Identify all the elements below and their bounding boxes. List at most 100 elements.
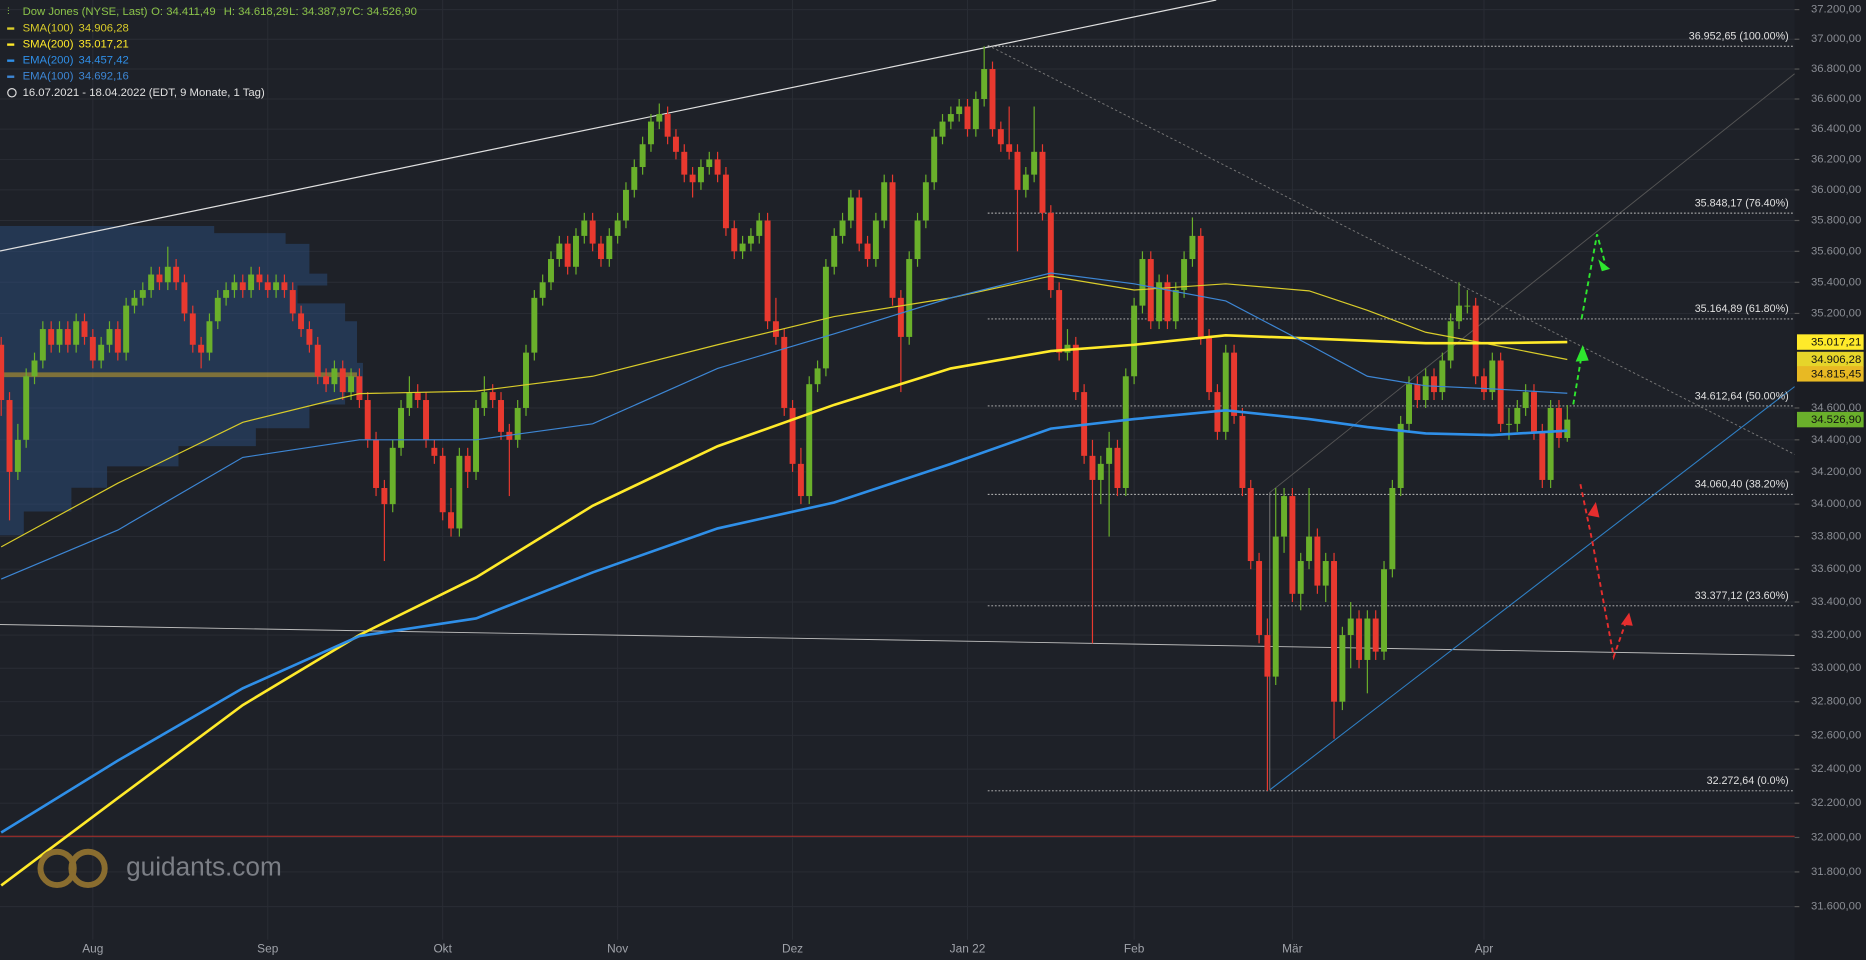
- candle-body: [764, 220, 771, 322]
- legend-value: 34.906,28: [79, 23, 129, 35]
- candle-body: [39, 329, 46, 361]
- candle-body: [431, 447, 438, 456]
- y-tick-label: 31.600,00: [1811, 901, 1861, 913]
- candle-body: [614, 220, 621, 236]
- legend-value: 34.692,16: [79, 71, 129, 83]
- candle-body: [548, 259, 554, 283]
- candle-body: [98, 344, 105, 361]
- candle-body: [1156, 282, 1163, 322]
- y-tick-label: 32.200,00: [1811, 797, 1861, 809]
- y-tick-label: 32.600,00: [1811, 729, 1861, 741]
- candle-body: [156, 274, 163, 283]
- candle-body: [914, 220, 921, 260]
- candle-body: [656, 114, 663, 122]
- logo: guidants.com: [37, 848, 282, 889]
- candle-body: [1372, 618, 1379, 652]
- arrow-head: [1598, 259, 1611, 272]
- candle-body: [747, 235, 754, 244]
- candle-body: [123, 305, 130, 353]
- candle-body: [348, 376, 355, 393]
- candle-body: [423, 400, 430, 440]
- candle-body: [872, 220, 879, 260]
- legend-value: 34.457,42: [79, 55, 129, 67]
- arrow-down: [1579, 483, 1629, 661]
- candle-body: [539, 282, 546, 298]
- arrow-up: [1580, 234, 1607, 319]
- candle-body: [964, 106, 971, 130]
- candle-body: [73, 321, 80, 345]
- candle-body: [381, 487, 388, 505]
- candle-body: [1547, 407, 1554, 480]
- candle-body: [148, 274, 155, 291]
- candle-body: [1097, 463, 1104, 480]
- marks: 36.952,65 (100.00%) 35.848,17 (76.40%) 35.…: [0, 31, 1864, 887]
- candle-body: [14, 439, 21, 472]
- fib-label: 35.848,17 (76.40%): [1695, 197, 1789, 209]
- candle-body: [556, 243, 563, 260]
- candle-body: [256, 274, 263, 283]
- candle-body: [406, 392, 413, 408]
- y-tick-label: 31.800,00: [1811, 866, 1861, 878]
- candle-body: [789, 407, 796, 464]
- candle-body: [1431, 376, 1437, 393]
- candle-body: [214, 297, 221, 322]
- price-tag: [1796, 366, 1864, 382]
- candle-body: [1422, 376, 1429, 401]
- y-tick-label: 33.800,00: [1811, 531, 1861, 543]
- candle-body: [1464, 305, 1471, 307]
- price-tag-label: 35.017,21: [1811, 337, 1861, 349]
- candle-body: [689, 174, 696, 183]
- candle-body: [897, 297, 904, 337]
- fib-label: 35.164,89 (61.80%): [1695, 303, 1789, 315]
- candle-body: [364, 400, 371, 440]
- candle-body: [1314, 536, 1321, 586]
- candle-body: [481, 392, 488, 408]
- price-tag-label: 34.526,90: [1811, 414, 1861, 426]
- candle-body: [1347, 618, 1354, 636]
- candle-body: [1089, 455, 1096, 480]
- candle-body: [639, 144, 646, 168]
- candle-body: [1306, 536, 1313, 562]
- volume-profile: [0, 226, 363, 536]
- candle-body: [164, 266, 171, 283]
- candle-body: [289, 290, 296, 314]
- candle-body: [1181, 259, 1188, 291]
- candle-body: [664, 114, 671, 137]
- candle-body: [797, 463, 804, 497]
- header-icon: ⫶: [7, 6, 9, 17]
- candle-body: [739, 243, 746, 252]
- candle-body: [56, 329, 63, 345]
- fib-label: 32.272,64 (0.0%): [1707, 775, 1789, 787]
- y-tick-label: 34.400,00: [1811, 434, 1861, 446]
- y-tick-label: 34.600,00: [1811, 402, 1861, 414]
- candle-body: [6, 400, 13, 472]
- candle-body: [1172, 290, 1179, 322]
- candle-body: [722, 174, 729, 229]
- candle-body: [239, 282, 246, 291]
- candle-body: [1189, 235, 1196, 260]
- price-tag-label: 34.815,45: [1811, 368, 1861, 380]
- candle-body: [523, 352, 529, 408]
- candle-body: [331, 368, 338, 385]
- candle-body: [131, 297, 138, 306]
- y-tick-label: 35.400,00: [1811, 276, 1861, 288]
- candle-body: [814, 368, 821, 385]
- candle-body: [1331, 561, 1338, 702]
- candle-body: [1447, 321, 1454, 361]
- y-tick-label: 35.600,00: [1811, 245, 1861, 257]
- legend-name: EMA(200): [23, 55, 74, 67]
- candle-body: [1489, 360, 1496, 393]
- candle-body: [1014, 151, 1021, 190]
- candle-body: [1264, 635, 1271, 677]
- candle-body: [1506, 423, 1512, 425]
- candle-body: [323, 376, 330, 385]
- candle-body: [1472, 305, 1479, 377]
- candle-body: [414, 392, 421, 401]
- trend-line: [1269, 73, 1795, 493]
- price-tag: [1796, 351, 1864, 368]
- candle-body: [706, 159, 713, 168]
- candle-body: [248, 274, 255, 291]
- candle-body: [947, 114, 954, 122]
- x-tick-label: Dez: [782, 941, 803, 955]
- candle-body: [1339, 635, 1346, 702]
